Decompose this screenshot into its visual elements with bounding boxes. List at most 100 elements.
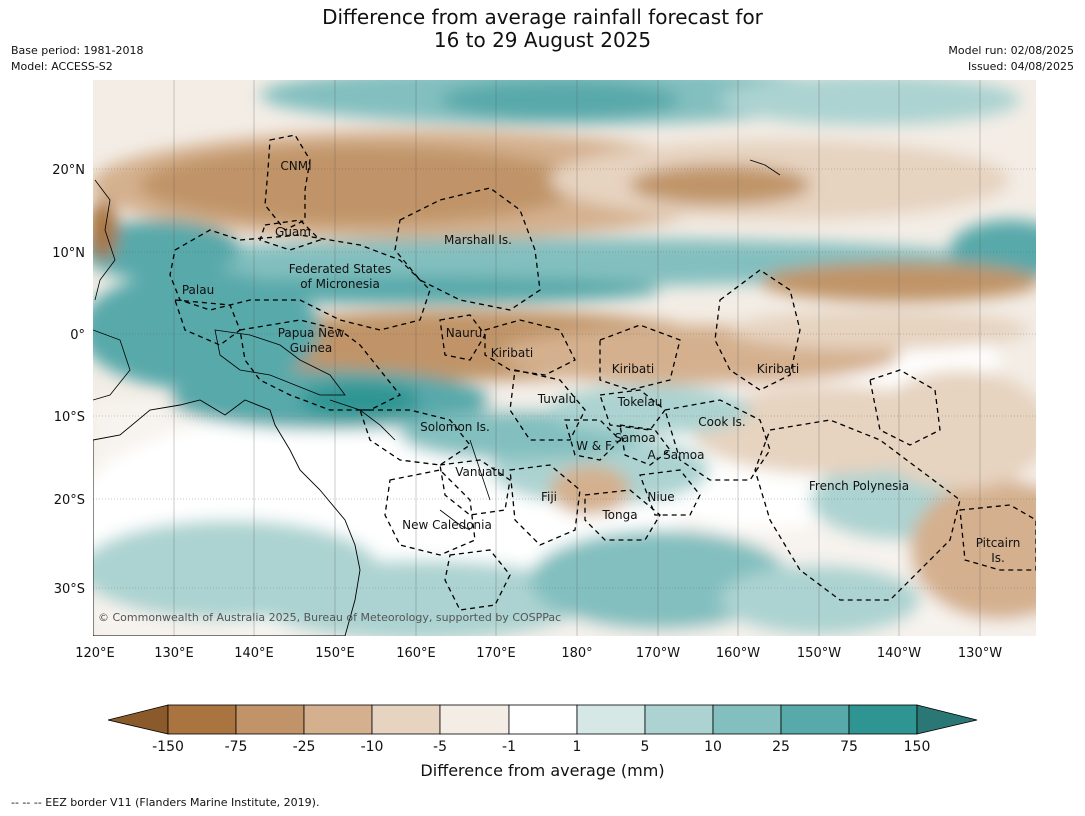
lon-label-150w: 150°W bbox=[797, 646, 841, 661]
lat-label-30s: 30°S bbox=[54, 582, 85, 597]
label-niue: Niue bbox=[647, 490, 674, 504]
label-kiribati-east: Kiribati bbox=[757, 362, 799, 376]
label-samoa: Samoa bbox=[614, 431, 655, 445]
run-info: Model run: 02/08/2025 Issued: 04/08/2025 bbox=[948, 43, 1074, 75]
lon-label-150e: 150°E bbox=[315, 646, 355, 661]
anomaly-field bbox=[93, 80, 1036, 636]
colorbar-tick: 75 bbox=[840, 739, 858, 755]
label-cnmi: CNMI bbox=[280, 159, 311, 173]
label-guam: Guam bbox=[275, 225, 311, 239]
label-palau: Palau bbox=[182, 283, 214, 297]
label-png-1: Papua New bbox=[278, 326, 345, 340]
colorbar-bin bbox=[371, 704, 441, 735]
region-labels: CNMI Guam Marshall Is. Federated States … bbox=[182, 159, 1020, 565]
colorbar-bin bbox=[576, 704, 646, 735]
colorbar-right-extend bbox=[916, 704, 978, 735]
lon-label-160w: 160°W bbox=[716, 646, 760, 661]
lon-label-140w: 140°W bbox=[877, 646, 921, 661]
colorbar-bin bbox=[235, 704, 305, 735]
lon-label-160e: 160°E bbox=[396, 646, 436, 661]
title-line-1: Difference from average rainfall forecas… bbox=[322, 5, 763, 29]
colorbar-bin bbox=[303, 704, 373, 735]
lat-label-10s: 10°S bbox=[54, 410, 85, 425]
lat-label-0: 0° bbox=[70, 328, 85, 343]
colorbar-ticks: -150 -75 -25 -10 -5 -1 1 5 10 25 75 150 bbox=[152, 739, 930, 755]
colorbar-bin bbox=[439, 704, 510, 735]
philippines-coastline bbox=[94, 179, 116, 301]
model-name: Model: ACCESS-S2 bbox=[11, 60, 113, 73]
model-run-date: Model run: 02/08/2025 bbox=[948, 44, 1074, 57]
title-line-2: 16 to 29 August 2025 bbox=[433, 28, 652, 52]
label-pitcairn-2: Is. bbox=[991, 551, 1005, 565]
label-american-samoa: A. Samoa bbox=[648, 448, 705, 462]
lat-label-10n: 10°N bbox=[52, 246, 85, 261]
colorbar-bin bbox=[644, 704, 714, 735]
lon-label-170e: 170°E bbox=[476, 646, 516, 661]
colorbar-tick: -150 bbox=[152, 739, 184, 755]
colorbar-bin bbox=[167, 704, 237, 735]
label-marshall: Marshall Is. bbox=[444, 233, 512, 247]
label-cook: Cook Is. bbox=[698, 415, 745, 429]
colorbar-tick: 150 bbox=[904, 739, 931, 755]
lon-label-170w: 170°W bbox=[636, 646, 680, 661]
colorbar-left-extend bbox=[107, 704, 169, 735]
new-caledonia-coastline bbox=[439, 509, 471, 531]
label-fsm-2: of Micronesia bbox=[300, 277, 380, 291]
label-kiribati-west: Kiribati bbox=[491, 346, 533, 360]
label-tuvalu: Tuvalu bbox=[537, 392, 577, 406]
colorbar-tick: 10 bbox=[704, 739, 722, 755]
colorbar-label: Difference from average (mm) bbox=[420, 761, 665, 780]
label-kiribati-central: Kiribati bbox=[612, 362, 654, 376]
eez-footnote: -- -- -- EEZ border V11 (Flanders Marine… bbox=[11, 796, 320, 809]
label-fsm-1: Federated States bbox=[289, 262, 391, 276]
map-area: © Commonwealth of Australia 2025, Bureau… bbox=[93, 80, 1036, 636]
label-french-polynesia: French Polynesia bbox=[809, 479, 909, 493]
lon-label-120e: 120°E bbox=[75, 646, 115, 661]
vanuatu-coastline bbox=[469, 439, 491, 501]
colorbar-tick: 1 bbox=[573, 739, 582, 755]
graticule bbox=[93, 80, 1036, 636]
label-new-caledonia: New Caledonia bbox=[402, 518, 492, 532]
longitude-labels: 120°E 130°E 140°E 150°E 160°E 170°E 180°… bbox=[75, 646, 1002, 661]
colorbar-bin bbox=[712, 704, 782, 735]
map-title: Difference from average rainfall forecas… bbox=[0, 6, 1085, 52]
solomon-coastline bbox=[329, 399, 396, 441]
colorbar: -150 -75 -25 -10 -5 -1 1 5 10 25 75 150 bbox=[107, 704, 978, 755]
new-guinea-coastline bbox=[214, 329, 346, 396]
eez-borders bbox=[169, 134, 1036, 611]
copyright-notice: © Commonwealth of Australia 2025, Bureau… bbox=[98, 611, 561, 624]
colorbar-tick: -75 bbox=[225, 739, 248, 755]
lat-label-20n: 20°N bbox=[52, 163, 85, 178]
label-tonga: Tonga bbox=[601, 508, 637, 522]
label-nauru: Nauru bbox=[446, 326, 482, 340]
label-solomon: Solomon Is. bbox=[420, 420, 490, 434]
label-wallis-futuna: W & F bbox=[576, 439, 612, 453]
colorbar-tick: -5 bbox=[433, 739, 447, 755]
lon-label-180: 180° bbox=[561, 646, 592, 661]
borneo-coastline bbox=[93, 329, 131, 401]
colorbar-bin bbox=[508, 704, 578, 735]
lon-label-130e: 130°E bbox=[154, 646, 194, 661]
base-period-info: Base period: 1981-2018 Model: ACCESS-S2 bbox=[11, 43, 143, 75]
lat-label-20s: 20°S bbox=[54, 493, 85, 508]
colorbar-tick: -1 bbox=[502, 739, 516, 755]
colorbar-tick: -10 bbox=[361, 739, 384, 755]
label-pitcairn-1: Pitcairn bbox=[976, 536, 1021, 550]
issued-date: Issued: 04/08/2025 bbox=[967, 60, 1074, 73]
colorbar-bin bbox=[780, 704, 850, 735]
label-png-2: Guinea bbox=[290, 341, 333, 355]
lon-label-130w: 130°W bbox=[958, 646, 1002, 661]
label-vanuatu: Vanuatu bbox=[455, 465, 505, 479]
lon-label-140e: 140°E bbox=[234, 646, 274, 661]
colorbar-tick: 5 bbox=[641, 739, 650, 755]
latitude-labels: 20°N 10°N 0° 10°S 20°S 30°S bbox=[52, 163, 85, 597]
label-tokelau: Tokelau bbox=[617, 395, 663, 409]
colorbar-tick: -25 bbox=[293, 739, 316, 755]
colorbar-tick: 25 bbox=[772, 739, 790, 755]
colorbar-bin bbox=[848, 704, 918, 735]
base-period: Base period: 1981-2018 bbox=[11, 44, 144, 57]
label-fiji: Fiji bbox=[541, 490, 557, 504]
hawaii-coastline bbox=[749, 159, 781, 176]
australia-coastline bbox=[93, 399, 361, 636]
